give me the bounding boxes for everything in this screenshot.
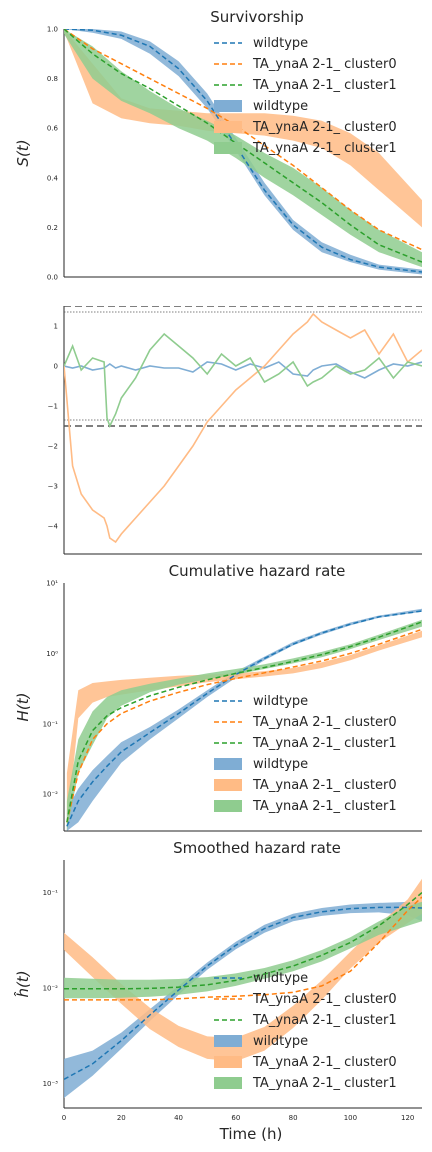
plot-area: [64, 878, 422, 1098]
legend-entry: TA_ynaA 2-1_ cluster0: [252, 715, 397, 730]
y-tick-label: 1.0: [47, 26, 58, 34]
series-line-3: [64, 892, 422, 990]
legend-patch-swatch: [214, 100, 242, 112]
legend-entry: wildtype: [253, 36, 308, 51]
series-line-2: [64, 896, 422, 1001]
y-tick-label: 10⁻¹: [43, 889, 59, 897]
series-line-2: [64, 29, 422, 251]
x-tick-label: 20: [117, 1114, 126, 1122]
y-tick-label: −1: [48, 403, 58, 411]
legend-entry: TA_ynaA 2-1_ cluster0: [252, 778, 397, 793]
legend-entry: wildtype: [253, 694, 308, 709]
panel-title: Smoothed hazard rate: [173, 839, 341, 857]
legend-entry: TA_ynaA 2-1_ cluster1: [252, 799, 397, 814]
y-tick-label: 10⁻²: [43, 984, 59, 992]
series-line-2: [66, 628, 422, 823]
x-tick-label: 100: [344, 1114, 357, 1122]
y-axis-label: H(t): [14, 693, 32, 722]
legend-entry: TA_ynaA 2-1_ cluster0: [252, 1055, 397, 1070]
panel-title: Cumulative hazard rate: [169, 562, 346, 580]
legend-patch-swatch: [214, 142, 242, 154]
legend-entry: TA_ynaA 2-1_ cluster1: [252, 1076, 397, 1091]
y-axis-label: ĥ(t): [13, 970, 32, 997]
y-tick-label: 10⁰: [46, 650, 58, 658]
confidence-band-2: [64, 878, 422, 1062]
legend-patch-swatch: [214, 1035, 242, 1047]
series-line-3: [66, 621, 422, 823]
series-line-1: [64, 906, 422, 1080]
series-line-3: [64, 332, 422, 429]
series-line-2: [64, 312, 422, 544]
y-tick-label: 0.2: [47, 224, 58, 232]
legend-entry: TA_ynaA 2-1_ cluster0: [252, 992, 397, 1007]
confidence-band-2: [66, 630, 422, 831]
x-tick-label: 60: [231, 1114, 240, 1122]
y-tick-label: 10⁻²: [43, 791, 59, 799]
legend-patch-swatch: [214, 758, 242, 770]
y-tick-label: −4: [48, 523, 59, 531]
legend-patch-swatch: [214, 121, 242, 133]
y-tick-label: 0.6: [47, 125, 59, 133]
x-tick-label: 40: [174, 1114, 183, 1122]
y-tick-label: 0.8: [47, 75, 58, 83]
series-line-1: [64, 361, 422, 379]
x-tick-label: 80: [289, 1114, 298, 1122]
y-tick-label: 0.0: [47, 274, 58, 282]
legend-patch-swatch: [214, 779, 242, 791]
legend-entry: wildtype: [253, 99, 308, 114]
panel-title: Survivorship: [210, 8, 303, 26]
x-axis-label: Time (h): [219, 1125, 283, 1143]
y-tick-label: 0: [54, 363, 58, 371]
panel-2: −4 −3 −2 −1 0 1: [48, 306, 422, 555]
y-tick-label: −2: [48, 443, 58, 451]
legend-entry: TA_ynaA 2-1_ cluster1: [252, 1013, 397, 1028]
legend-entry: TA_ynaA 2-1_ cluster1: [252, 141, 397, 156]
legend-entry: TA_ynaA 2-1_ cluster0: [252, 57, 397, 72]
x-tick-label: 0: [62, 1114, 66, 1122]
y-tick-label: 10¹: [46, 580, 58, 588]
legend-entry: TA_ynaA 2-1_ cluster1: [252, 736, 397, 751]
plot-area: [64, 306, 422, 544]
panel-1: Survivorship S(t) 0.0 0.2 0.4 0.6 0.8 1.0 wildty…: [14, 8, 422, 282]
legend-entry: wildtype: [253, 1034, 308, 1049]
confidence-band-3: [64, 29, 422, 268]
confidence-band-2: [64, 29, 422, 228]
series-line-1: [66, 610, 422, 827]
y-axis-label: S(t): [14, 139, 32, 166]
legend-patch-swatch: [214, 1056, 242, 1068]
legend-entry: wildtype: [253, 971, 308, 986]
plot-area: [66, 608, 422, 831]
y-tick-label: 10⁻³: [43, 1080, 59, 1088]
legend-entry: TA_ynaA 2-1_ cluster0: [252, 120, 397, 135]
legend-entry: wildtype: [253, 757, 308, 772]
legend-entry: TA_ynaA 2-1_ cluster1: [252, 78, 397, 93]
series-line-3: [64, 29, 422, 263]
x-tick-label: 120: [401, 1114, 414, 1122]
y-tick-label: 0.4: [47, 174, 59, 182]
y-tick-label: 10⁻¹: [43, 720, 59, 728]
legend-patch-swatch: [214, 800, 242, 812]
panel-4: Smoothed hazard rate ĥ(t) 10⁻³ 10⁻² 10⁻¹ wild…: [13, 839, 422, 1109]
panel-3: Cumulative hazard rate H(t) 10⁻² 10⁻¹ 10⁰ 10¹…: [14, 562, 422, 832]
y-tick-label: −3: [48, 483, 58, 491]
y-tick-label: 1: [54, 323, 58, 331]
legend-patch-swatch: [214, 1077, 242, 1089]
